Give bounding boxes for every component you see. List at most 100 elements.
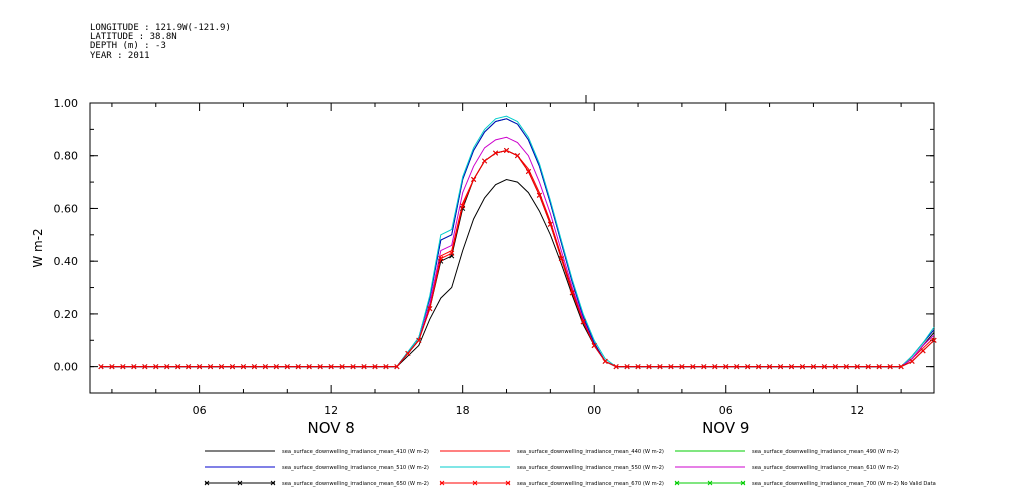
series-marker: [580, 319, 586, 325]
series-marker: [525, 168, 531, 175]
y-tick-label: 0.20: [54, 308, 79, 321]
date-label: NOV 9: [702, 419, 749, 437]
series-marker: [295, 364, 301, 370]
legend-marker: [505, 480, 511, 486]
series-marker: [218, 364, 225, 370]
series-line: [101, 149, 935, 368]
series-marker: [153, 364, 159, 370]
series-marker: [843, 364, 849, 370]
series-marker: [317, 364, 323, 370]
series-marker: [569, 290, 575, 296]
series-marker: [668, 364, 674, 370]
legend-marker: [472, 480, 478, 486]
legend-label: sea_surface_downwelling_irradiance_mean_…: [282, 449, 429, 455]
series-marker: [854, 364, 860, 370]
series-marker: [788, 364, 795, 370]
legend-marker: [204, 480, 210, 486]
series-marker: [536, 192, 542, 198]
series-marker: [229, 364, 236, 370]
x-tick-label: 06: [193, 404, 207, 417]
series-marker: [383, 364, 389, 370]
series-marker: [142, 364, 148, 370]
legend-label: sea_surface_downwelling_irradiance_mean_…: [752, 481, 936, 487]
series-marker: [284, 364, 290, 370]
series-marker: [240, 364, 247, 370]
series-marker: [712, 364, 718, 370]
series-marker: [273, 364, 279, 370]
series-marker: [328, 364, 334, 370]
series-marker: [876, 364, 882, 370]
series-marker: [558, 255, 564, 262]
series-marker: [810, 364, 816, 370]
series-marker: [646, 364, 652, 370]
legend-label: sea_surface_downwelling_irradiance_mean_…: [517, 481, 664, 487]
series-marker: [756, 364, 762, 370]
series-marker: [503, 147, 510, 154]
series-marker: [427, 306, 433, 312]
series-marker: [613, 364, 619, 370]
plot-frame: [89, 102, 935, 394]
y-tick-label: 1.00: [54, 97, 79, 110]
series-marker: [745, 364, 751, 370]
series-marker: [131, 364, 137, 370]
series-marker: [799, 364, 806, 370]
y-tick-label: 0.60: [54, 202, 79, 215]
x-tick-label: 06: [719, 404, 733, 417]
series-marker: [208, 364, 214, 370]
series-line: [101, 149, 935, 368]
date-label: NOV 8: [307, 419, 354, 437]
legend-label: sea_surface_downwelling_irradiance_mean_…: [752, 449, 899, 455]
series-marker: [164, 364, 170, 370]
series-marker: [306, 364, 312, 370]
series-marker: [493, 150, 499, 156]
series-marker: [361, 364, 367, 370]
series-marker: [120, 364, 126, 370]
y-tick-label: 0.80: [54, 150, 79, 163]
series-marker: [186, 364, 192, 370]
x-tick-label: 12: [324, 404, 338, 417]
series-marker: [197, 364, 203, 370]
series-marker: [109, 364, 115, 370]
series-marker: [547, 221, 553, 227]
y-tick-label: 0.00: [54, 361, 79, 374]
x-tick-label: 00: [587, 404, 601, 417]
legend-marker: [740, 480, 746, 486]
depth-label: DEPTH (m) : -3: [90, 41, 166, 51]
series-marker: [679, 364, 685, 370]
series-marker: [602, 358, 608, 364]
series-marker: [723, 364, 729, 370]
series-marker: [350, 364, 356, 370]
series-marker: [175, 364, 181, 370]
series-marker: [767, 364, 773, 370]
series-marker: [898, 364, 904, 370]
legend-marker: [439, 480, 445, 486]
legend-marker: [707, 480, 713, 486]
series-marker: [865, 364, 871, 370]
series-marker: [514, 153, 521, 159]
legend-label: sea_surface_downwelling_irradiance_mean_…: [752, 465, 899, 471]
series-marker: [909, 358, 915, 364]
series-marker: [251, 364, 257, 370]
series-marker: [372, 364, 378, 370]
series-marker: [449, 250, 455, 256]
series-line: [101, 115, 935, 368]
series-marker: [701, 364, 707, 370]
legend-marker: [674, 480, 680, 486]
year-label: YEAR : 2011: [90, 51, 150, 61]
series-marker: [471, 176, 477, 183]
x-tick-label: 12: [850, 404, 864, 417]
series-marker: [416, 337, 422, 343]
series-line: [101, 136, 935, 368]
series-marker: [460, 203, 466, 209]
series-line: [101, 149, 935, 368]
legend: sea_surface_downwelling_irradiance_mean_…: [204, 449, 936, 487]
longitude-label: LONGITUDE : 121.9W(-121.9): [90, 23, 231, 33]
legend-label: sea_surface_downwelling_irradiance_mean_…: [517, 465, 664, 471]
series-marker: [832, 364, 838, 370]
latitude-label: LATITUDE : 38.8N: [90, 32, 177, 42]
series-marker: [635, 364, 641, 370]
series-marker: [624, 364, 630, 370]
x-tick-label: 18: [456, 404, 470, 417]
series-marker: [98, 364, 104, 370]
